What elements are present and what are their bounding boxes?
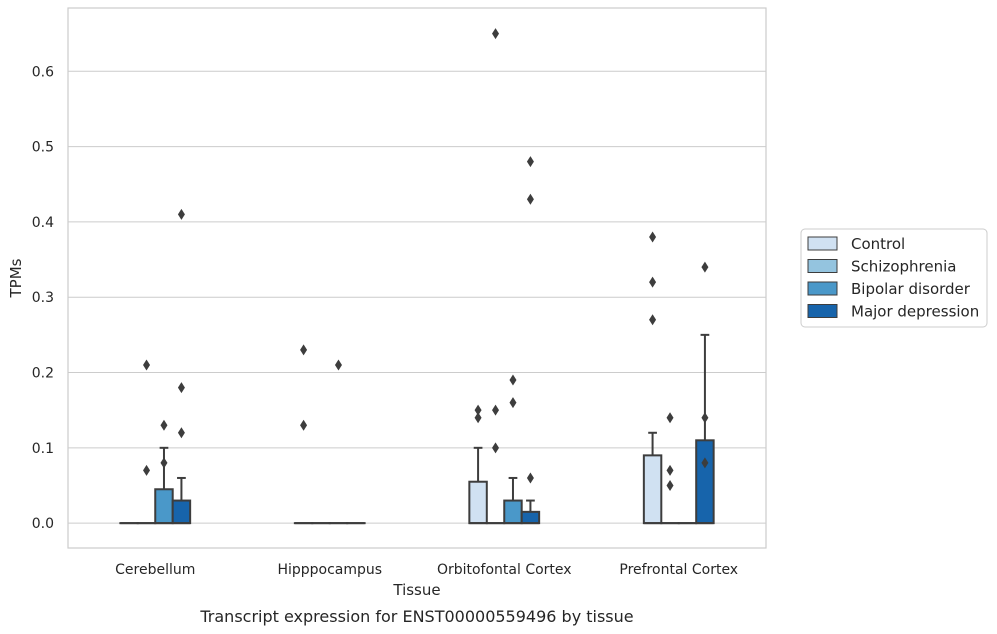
outlier-point	[649, 276, 657, 288]
chart-caption: Transcript expression for ENST0000055949…	[199, 607, 633, 626]
y-tick-label: 0.1	[32, 441, 54, 457]
y-tick-label: 0.4	[32, 215, 54, 231]
outlier-point	[300, 344, 308, 356]
y-tick-label: 0.0	[32, 516, 54, 532]
box	[520, 510, 541, 525]
legend-frame	[800, 228, 988, 328]
y-tick-labels: 0.0 0.1 0.2 0.3 0.4 0.5 0.6	[32, 64, 54, 532]
outliers	[143, 28, 709, 491]
outlier-point	[300, 419, 308, 431]
box	[468, 480, 488, 525]
boxes	[119, 333, 715, 525]
legend-label: Control	[851, 235, 905, 253]
y-tick-label: 0.6	[32, 64, 54, 80]
box	[171, 499, 192, 525]
outlier-point	[526, 193, 534, 205]
y-axis-label: TPMs	[7, 258, 25, 298]
box-group	[642, 431, 663, 525]
outlier-point	[143, 359, 151, 371]
plot-frame	[67, 7, 767, 549]
outlier-point	[649, 231, 657, 243]
legend-label: Major depression	[851, 303, 979, 321]
y-tick-label: 0.3	[32, 290, 54, 306]
outlier-point	[526, 156, 534, 168]
outlier-point	[177, 427, 185, 439]
x-tick-label: Orbitofontal Cortex	[437, 562, 572, 578]
legend-swatch	[807, 281, 838, 296]
outlier-point	[509, 397, 517, 409]
plot-area	[67, 7, 767, 549]
outlier-point	[160, 457, 168, 469]
outlier-point	[334, 359, 342, 371]
outlier-point	[666, 479, 674, 491]
box	[154, 488, 174, 525]
outlier-point	[509, 374, 517, 386]
legend-swatch	[807, 259, 838, 273]
box-group	[503, 476, 523, 525]
outlier-point	[177, 208, 185, 220]
outlier-point	[649, 314, 657, 326]
x-tick-label: Hipppocampus	[277, 562, 382, 578]
y-tick-label: 0.5	[32, 140, 54, 156]
outlier-point	[143, 464, 151, 476]
outlier-point	[666, 464, 674, 476]
legend-label: Schizophrenia	[851, 258, 956, 276]
box-group	[468, 446, 488, 525]
outlier-point	[474, 412, 482, 424]
box-group	[171, 476, 192, 525]
outlier-point	[701, 261, 709, 273]
outlier-point	[526, 472, 534, 484]
outlier-point	[492, 28, 500, 40]
box	[642, 454, 663, 525]
outlier-point	[492, 442, 500, 454]
outlier-point	[701, 412, 709, 424]
outlier-point	[492, 404, 500, 416]
legend: Control Schizophrenia Bipolar disorder Majo…	[800, 228, 988, 328]
legend-swatch	[807, 236, 838, 251]
box	[503, 499, 523, 525]
x-axis-label: Tissue	[392, 581, 440, 599]
y-tick-label: 0.2	[32, 366, 54, 382]
outlier-point	[177, 382, 185, 394]
outlier-point	[160, 419, 168, 431]
x-tick-label: Prefrontal Cortex	[619, 562, 738, 578]
outlier-point	[666, 412, 674, 424]
x-tick-labels: Cerebellum Hipppocampus Orbitofontal Corte…	[115, 562, 738, 578]
outlier-point	[701, 457, 709, 469]
legend-label: Bipolar disorder	[851, 280, 971, 298]
box-group	[520, 499, 541, 525]
x-tick-label: Cerebellum	[115, 562, 195, 578]
legend-swatch	[807, 304, 838, 318]
box	[695, 439, 715, 525]
outlier-point	[474, 404, 482, 416]
